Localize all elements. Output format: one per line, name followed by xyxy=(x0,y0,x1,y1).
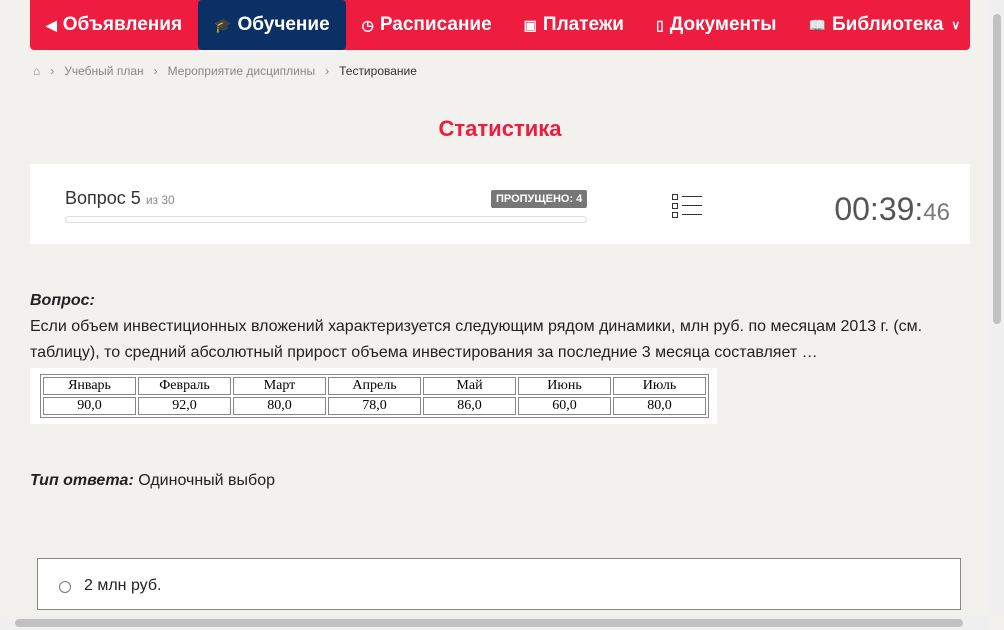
skipped-badge: ПРОПУЩЕНО: 4 xyxy=(491,190,588,208)
breadcrumb-item[interactable]: Мероприятие дисциплины xyxy=(167,64,316,78)
table-header: Апрель xyxy=(328,377,421,395)
nav-item-4[interactable]: ▯ Документы xyxy=(655,14,777,35)
table-cell: 92,0 xyxy=(138,397,231,415)
table-header: Май xyxy=(423,377,516,395)
nav-item-2[interactable]: ◷ Расписание xyxy=(361,14,492,35)
nav-item-3[interactable]: ▣ Платежи xyxy=(523,14,624,35)
money-icon: ▣ xyxy=(523,16,537,33)
radio-button[interactable] xyxy=(59,581,71,593)
progress-panel: Вопрос 5 из 30 ПРОПУЩЕНО: 4 00:39:46 xyxy=(30,164,970,244)
graduation-cap-icon: 🎓 xyxy=(214,16,232,33)
nav-item-1[interactable]: 🎓 Обучение xyxy=(198,0,346,50)
table-header: Январь xyxy=(43,377,136,395)
data-table: Январь Февраль Март Апрель Май Июнь Июль 90,0 92… xyxy=(30,368,717,424)
breadcrumb-current: Тестирование xyxy=(339,64,417,78)
document-icon: ▯ xyxy=(655,16,664,33)
horizontal-scrollbar[interactable] xyxy=(0,615,989,630)
table-cell: 90,0 xyxy=(43,397,136,415)
progress-bar xyxy=(65,216,587,223)
table-header: Февраль xyxy=(138,377,231,395)
table-header: Март xyxy=(233,377,326,395)
table-cell: 86,0 xyxy=(423,397,516,415)
question-text: Если объем инвестиционных вложений харак… xyxy=(30,318,923,361)
breadcrumb: ⌂ › Учебный план › Мероприятие дисциплины ›… xyxy=(33,64,417,78)
table-cell: 78,0 xyxy=(328,397,421,415)
chevron-down-icon: ∨ xyxy=(951,18,961,32)
timer: 00:39:46 xyxy=(834,191,950,227)
question-list-icon[interactable] xyxy=(672,192,702,219)
table-header: Июнь xyxy=(518,377,611,395)
question-heading: Вопрос: xyxy=(30,292,95,309)
vertical-scrollbar[interactable] xyxy=(989,0,1004,615)
page-title: Статистика xyxy=(438,116,562,141)
home-icon[interactable]: ⌂ xyxy=(33,64,41,78)
answer-type: Тип ответа: Одиночный выбор xyxy=(30,472,275,489)
table-cell: 60,0 xyxy=(518,397,611,415)
book-icon: 📖 xyxy=(808,16,826,33)
nav-item-0[interactable]: ◀ Объявления xyxy=(46,14,183,35)
table-cell: 80,0 xyxy=(613,397,706,415)
clock-icon: ◷ xyxy=(361,16,374,33)
question-counter: Вопрос 5 из 30 xyxy=(65,188,175,208)
breadcrumb-item[interactable]: Учебный план xyxy=(64,64,144,78)
answer-option[interactable]: 2 млн руб. xyxy=(37,558,961,610)
top-nav: ◀ Объявления 🎓 Обучение ◷ Расписание ▣ Платежи ▯… xyxy=(30,0,970,50)
table-header: Июль xyxy=(613,377,706,395)
nav-item-5[interactable]: 📖 Библиотека ∨ xyxy=(808,14,961,35)
table-cell: 80,0 xyxy=(233,397,326,415)
megaphone-icon: ◀ xyxy=(46,16,57,33)
